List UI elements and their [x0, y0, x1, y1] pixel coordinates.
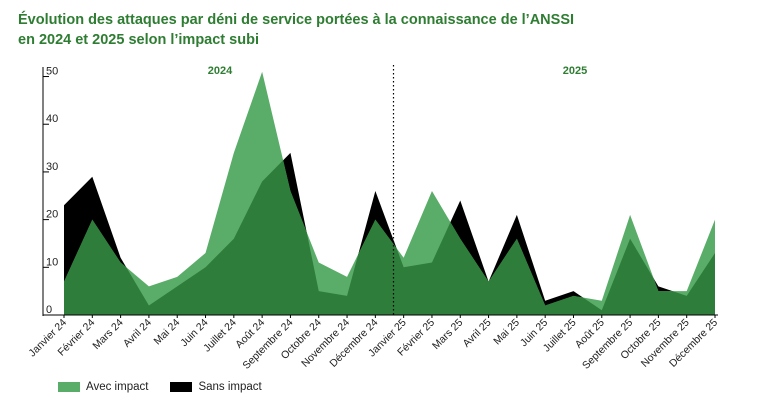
- legend: Avec impact Sans impact: [58, 381, 262, 393]
- chart-title-line-2: en 2024 et 2025 selon l’impact subi: [18, 32, 259, 48]
- chart-title: Évolution des attaques par déni de servi…: [18, 10, 758, 50]
- legend-swatch-avec-impact: [58, 382, 80, 392]
- legend-item-sans-impact: Sans impact: [170, 381, 262, 393]
- y-tick-label-40: 40: [46, 113, 58, 125]
- y-tick-label-0: 0: [46, 304, 52, 316]
- year-label-2025: 2025: [563, 65, 587, 77]
- overlap-area: [64, 160, 715, 315]
- x-tick-label: Avril 25: [461, 317, 494, 350]
- x-tick-label: Mai 24: [152, 317, 183, 348]
- x-tick-label: Mai 25: [491, 317, 522, 348]
- legend-label-avec-impact: Avec impact: [86, 381, 149, 393]
- y-tick-label-50: 50: [46, 66, 58, 78]
- x-tick-label: Avril 24: [121, 317, 154, 350]
- legend-item-avec-impact: Avec impact: [58, 381, 148, 393]
- legend-label-sans-impact: Sans impact: [198, 381, 262, 393]
- x-tick-label: Mars 24: [90, 317, 125, 352]
- y-tick-label-30: 30: [46, 161, 58, 173]
- x-tick-label: Mars 25: [430, 317, 465, 352]
- chart-title-line-1: Évolution des attaques par déni de servi…: [18, 12, 575, 28]
- y-tick-label-20: 20: [46, 209, 58, 221]
- y-tick-label-10: 10: [46, 256, 58, 268]
- year-label-2024: 2024: [208, 65, 233, 77]
- legend-swatch-sans-impact: [170, 382, 193, 392]
